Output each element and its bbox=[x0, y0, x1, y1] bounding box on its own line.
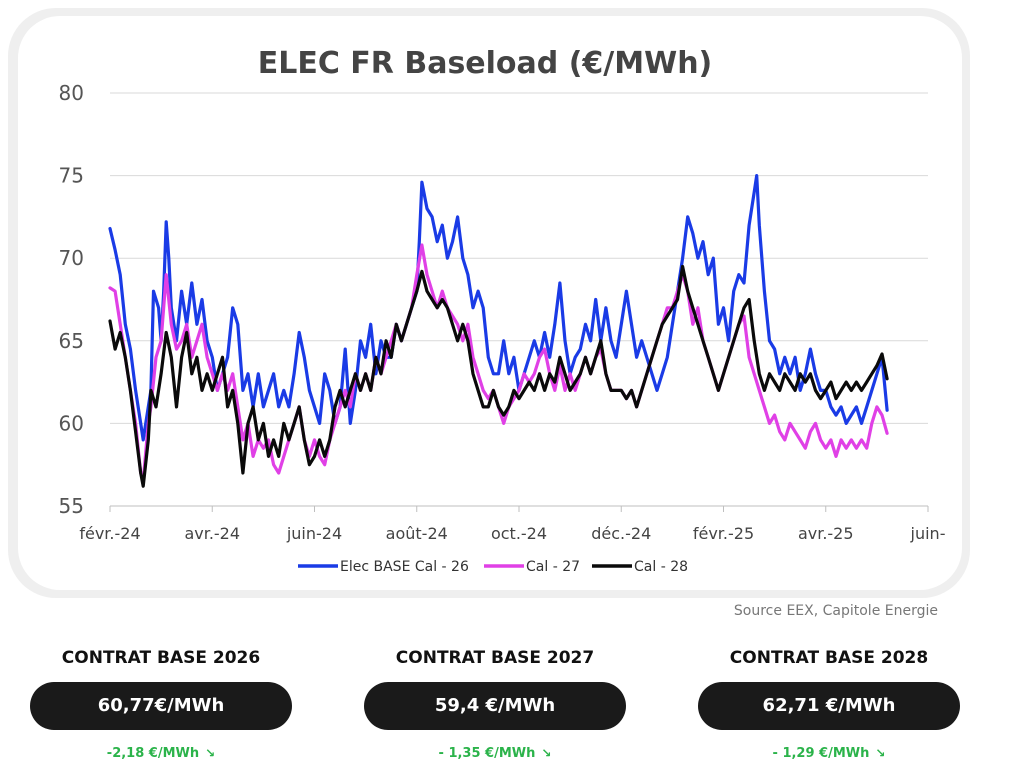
source-note: Source EEX, Capitole Energie bbox=[733, 603, 938, 619]
contract-label: CONTRAT BASE 2026 bbox=[61, 648, 261, 668]
change-value: -2,18 €/MWh bbox=[106, 746, 200, 761]
chart-card bbox=[18, 16, 962, 590]
x-tick-label: déc.-24 bbox=[591, 524, 651, 543]
line-chart: 55 60 65 70 75 80 févr.-24 avr.-24 juin-24 août-2… bbox=[59, 81, 946, 575]
legend-label: Elec BASE Cal - 26 bbox=[340, 559, 469, 575]
contract-2027: CONTRAT BASE 2027 59,4 €/MWh - 1,35 €/MW… bbox=[364, 646, 626, 761]
y-tick-label: 65 bbox=[59, 329, 84, 353]
contract-price-pill: 59,4 €/MWh bbox=[364, 682, 626, 730]
x-tick-label: avr.-24 bbox=[184, 524, 240, 543]
chart-title: ELEC FR Baseload (€/MWh) bbox=[257, 46, 713, 81]
y-tick-label: 55 bbox=[59, 494, 84, 518]
change-value: - 1,35 €/MWh bbox=[438, 746, 536, 761]
contract-change: -2,18 €/MWh ↘ bbox=[30, 746, 292, 761]
contract-label: CONTRAT BASE 2027 bbox=[395, 648, 595, 668]
contract-price-pill: 60,77€/MWh bbox=[30, 682, 292, 730]
contract-label: CONTRAT BASE 2028 bbox=[729, 648, 929, 668]
contract-change: - 1,35 €/MWh ↘ bbox=[364, 746, 626, 761]
legend-label: Cal - 28 bbox=[634, 559, 688, 575]
x-tick-label: août-24 bbox=[386, 524, 448, 543]
down-right-arrow-icon: ↘ bbox=[541, 746, 552, 760]
change-value: - 1,29 €/MWh bbox=[772, 746, 870, 761]
x-tick-label: oct.-24 bbox=[491, 524, 547, 543]
series-line-3 bbox=[108, 264, 889, 488]
x-tick-label: févr.-24 bbox=[79, 524, 140, 543]
y-tick-label: 75 bbox=[59, 164, 84, 188]
y-tick-label: 80 bbox=[59, 81, 84, 105]
legend-label: Cal - 27 bbox=[526, 559, 580, 575]
x-tick-label: févr.-25 bbox=[693, 524, 754, 543]
contract-change: - 1,29 €/MWh ↘ bbox=[698, 746, 960, 761]
x-tick-label: avr.-25 bbox=[798, 524, 854, 543]
contract-2028: CONTRAT BASE 2028 62,71 €/MWh - 1,29 €/M… bbox=[698, 646, 960, 761]
contract-2026: CONTRAT BASE 2026 60,77€/MWh -2,18 €/MWh… bbox=[30, 646, 292, 761]
x-tick-label: juin-24 bbox=[286, 524, 342, 543]
y-tick-label: 70 bbox=[59, 246, 84, 270]
down-right-arrow-icon: ↘ bbox=[205, 746, 216, 760]
contract-price-pill: 62,71 €/MWh bbox=[698, 682, 960, 730]
y-tick-label: 60 bbox=[59, 411, 84, 435]
x-tick-label: juin- bbox=[910, 524, 946, 543]
down-right-arrow-icon: ↘ bbox=[875, 746, 886, 760]
